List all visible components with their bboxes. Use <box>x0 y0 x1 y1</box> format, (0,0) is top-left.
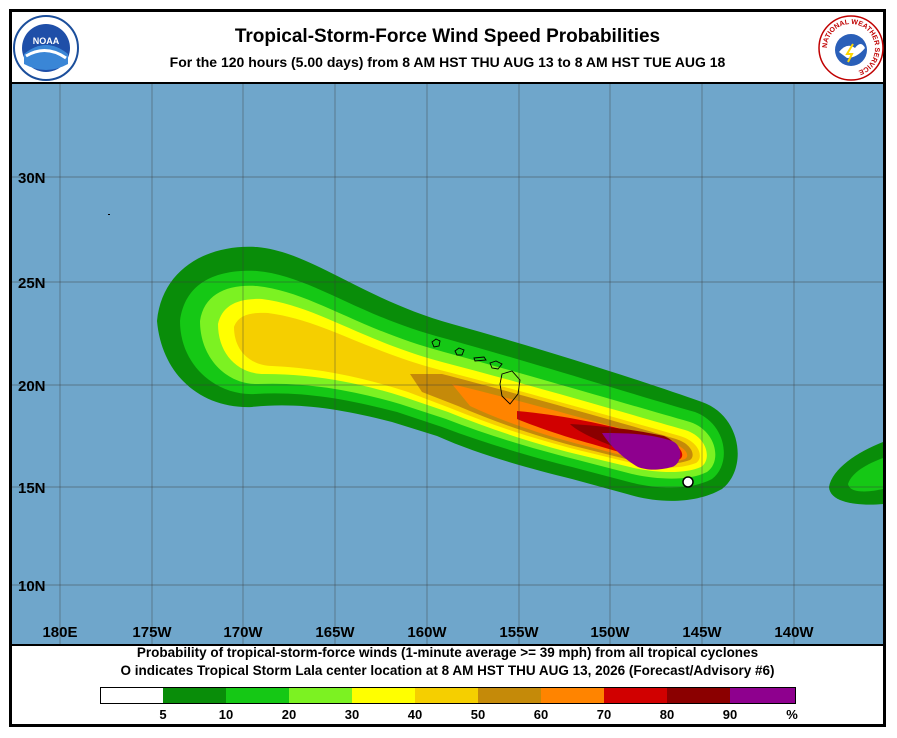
lon-label-145w: 145W <box>682 624 722 641</box>
graticule <box>12 84 883 644</box>
legend-tick-50: 50 <box>470 707 486 722</box>
legend-tick-percent: % <box>786 707 798 722</box>
hawaiian-islands <box>431 338 521 405</box>
lat-label-10n: 10N <box>18 578 46 595</box>
header: NOAA Tropical-Storm-Force Wind Speed Pro… <box>12 12 884 82</box>
lat-label-20n: 20N <box>18 378 46 395</box>
lon-label-180e: 180E <box>42 624 77 641</box>
legend-tick-80: 80 <box>659 707 675 722</box>
island-maui <box>489 360 503 370</box>
legend-tick-10: 10 <box>218 707 234 722</box>
legend-swatch-50-60 <box>478 687 542 704</box>
legend-tick-60: 60 <box>533 707 549 722</box>
map-title: Tropical-Storm-Force Wind Speed Probabil… <box>234 26 661 47</box>
probability-contours <box>157 246 883 505</box>
latitude-labels: 30N 25N 20N 15N 10N <box>18 170 46 595</box>
legend-swatch-30-40 <box>352 687 416 704</box>
noaa-logo-text: NOAA <box>33 36 60 46</box>
legend-tick-90: 90 <box>722 707 738 722</box>
lon-label-160w: 160W <box>407 624 447 641</box>
color-legend: 5 10 20 30 40 50 60 70 80 90 % <box>100 685 798 725</box>
legend-swatch-90-100 <box>730 687 796 704</box>
lon-label-175w: 175W <box>132 624 172 641</box>
contour-90-plus <box>602 433 681 470</box>
map-speck <box>108 214 110 215</box>
storm-marker-symbol: O <box>120 663 132 678</box>
legend-swatch-5-10 <box>163 687 227 704</box>
contour-east-10-20 <box>848 458 883 492</box>
probability-map: 30N 25N 20N 15N 10N 180E 175W 170W 165W … <box>12 84 883 644</box>
island-oahu <box>454 347 465 356</box>
island-kauai <box>431 338 441 348</box>
lon-label-170w: 170W <box>223 624 263 641</box>
footnote-storm-text: indicates Tropical Storm Lala center loc… <box>134 663 775 678</box>
legend-tick-5: 5 <box>159 707 167 722</box>
legend-swatch-20-30 <box>289 687 353 704</box>
nws-logo: NATIONAL WEATHER SERVICE <box>818 15 884 81</box>
lat-label-25n: 25N <box>18 275 46 292</box>
lon-label-150w: 150W <box>590 624 630 641</box>
footnote-storm-location: O indicates Tropical Storm Lala center l… <box>12 663 883 678</box>
legend-tick-70: 70 <box>596 707 612 722</box>
legend-tick-40: 40 <box>407 707 423 722</box>
lon-label-140w: 140W <box>774 624 814 641</box>
lon-label-155w: 155W <box>499 624 539 641</box>
island-big-island <box>499 370 521 405</box>
legend-swatch-70-80 <box>604 687 668 704</box>
footer: Probability of tropical-storm-force wind… <box>12 644 883 724</box>
lon-label-165w: 165W <box>315 624 355 641</box>
legend-swatch-0-5 <box>100 687 164 704</box>
legend-swatch-60-70 <box>541 687 605 704</box>
island-molokai <box>473 356 487 362</box>
legend-swatch-80-90 <box>667 687 731 704</box>
longitude-labels: 180E 175W 170W 165W 160W 155W 150W 145W … <box>42 624 814 641</box>
legend-tick-20: 20 <box>281 707 297 722</box>
map-subtitle: For the 120 hours (5.00 days) from 8 AM … <box>169 54 726 70</box>
legend-tick-30: 30 <box>344 707 360 722</box>
legend-swatch-10-20 <box>226 687 290 704</box>
storm-center-marker <box>682 476 694 488</box>
legend-swatch-40-50 <box>415 687 479 704</box>
map-panel: 30N 25N 20N 15N 10N 180E 175W 170W 165W … <box>12 82 883 646</box>
noaa-logo: NOAA <box>13 15 79 81</box>
footnote-probability: Probability of tropical-storm-force wind… <box>136 645 759 660</box>
lat-label-15n: 15N <box>18 480 46 497</box>
lat-label-30n: 30N <box>18 170 46 187</box>
